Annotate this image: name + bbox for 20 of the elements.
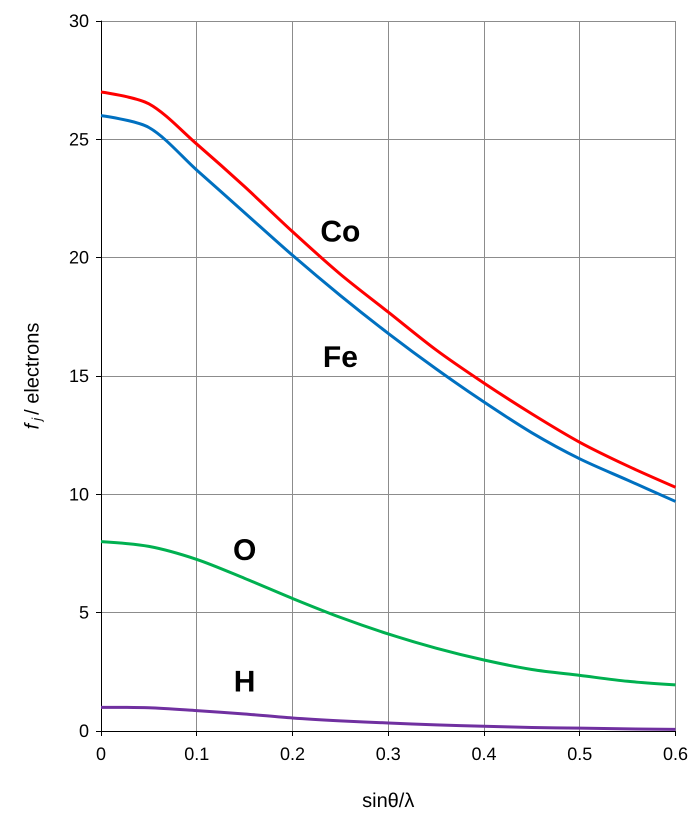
x-tick-label: 0.2 — [280, 744, 306, 764]
y-tick-label: 25 — [68, 129, 89, 150]
x-tick-label: 0.6 — [662, 744, 688, 764]
x-tick-label: 0.1 — [184, 744, 210, 764]
y-tick-label: 10 — [68, 484, 89, 504]
x-axis-title: sinθ/λ — [362, 790, 414, 812]
y-tick-label: 20 — [68, 248, 89, 268]
y-tick-label: 15 — [68, 366, 89, 386]
x-tick-label: 0.4 — [471, 744, 497, 764]
x-tick-label: 0 — [96, 744, 106, 764]
series-label: O — [232, 534, 256, 567]
y-tick-label: 0 — [78, 721, 89, 741]
series-label: Fe — [322, 341, 358, 374]
x-tick-label: 0.5 — [567, 744, 592, 764]
x-tick-label: 0.3 — [376, 744, 401, 764]
y-tick-label: 5 — [78, 602, 89, 623]
series-label: Co — [320, 216, 360, 249]
y-tick-label: 30 — [68, 11, 89, 31]
series-label: H — [234, 665, 256, 698]
y-axis-title: fj/ electrons — [22, 322, 44, 430]
